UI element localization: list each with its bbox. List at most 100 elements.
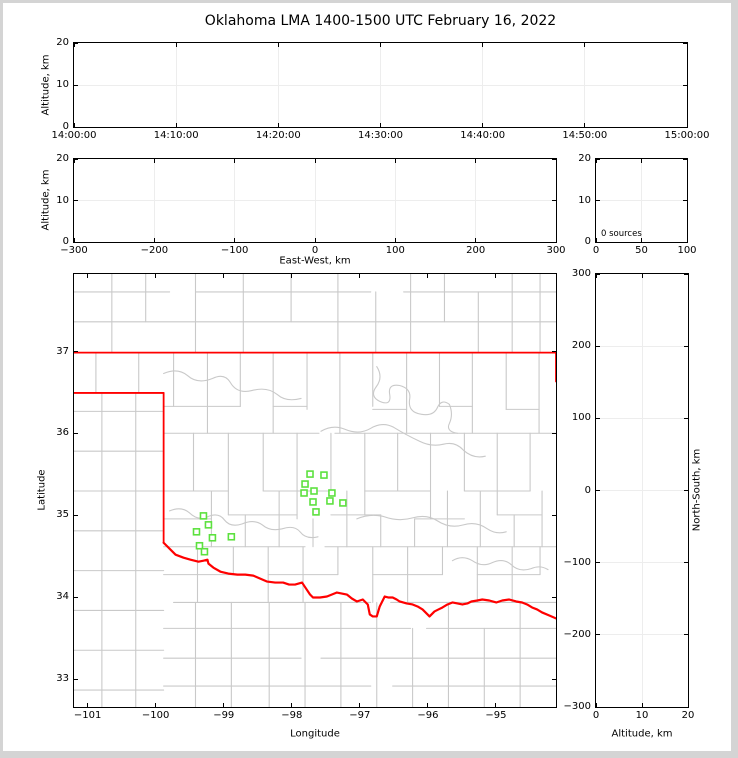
source-count-annotation: 0 sources	[601, 229, 642, 239]
x-tick-label: −96	[417, 710, 439, 721]
tick-mark	[74, 42, 78, 44]
lma-station-marker	[310, 487, 318, 495]
tick-mark	[595, 159, 597, 163]
east-west-height-panel[interactable]: −300 −200 −100 0 100 200 300 20 10 0	[56, 153, 565, 256]
tick-mark	[684, 490, 688, 491]
x-tick-label: 10	[635, 710, 649, 721]
height-north-south-panel[interactable]: 0 10 20 300 200 100 0 −100 −200 −300	[564, 268, 695, 721]
tick-mark	[74, 158, 78, 160]
tick-mark	[596, 241, 600, 243]
window-frame-bottom	[0, 751, 738, 758]
tick-mark	[155, 703, 157, 707]
tick-mark	[359, 274, 361, 278]
lma-station-marker	[320, 471, 328, 479]
tick-mark	[596, 634, 600, 636]
ns-panel-ylabel: North-South, km	[691, 448, 703, 532]
lma-station-marker	[195, 541, 204, 550]
plan-view-map-panel[interactable]: −101 −100 −99 −98 −97 −96 −95 37 36 35 34 33	[56, 273, 557, 721]
tick-mark	[684, 345, 688, 347]
tick-mark	[73, 123, 75, 127]
tick-mark	[475, 238, 477, 242]
tick-mark	[380, 123, 381, 127]
tick-mark	[552, 241, 556, 243]
tick-mark	[314, 159, 316, 163]
tick-mark	[683, 200, 687, 201]
tick-mark	[394, 238, 396, 242]
tick-mark	[555, 159, 557, 163]
tick-mark	[475, 159, 477, 163]
tick-mark	[87, 703, 89, 707]
tick-mark	[687, 703, 689, 707]
tick-mark	[684, 417, 688, 419]
tick-mark	[552, 596, 556, 598]
y-tick-label: 200	[571, 340, 591, 352]
x-tick-label: −100	[220, 245, 249, 256]
tick-mark	[394, 159, 396, 163]
tick-mark	[686, 43, 688, 47]
oklahoma-map	[74, 274, 556, 707]
tick-mark	[314, 238, 316, 242]
x-tick-label: 100	[385, 245, 405, 256]
tick-mark	[427, 274, 429, 278]
tick-mark	[482, 43, 484, 47]
lma-station-marker	[300, 489, 308, 497]
tick-mark	[595, 238, 597, 242]
x-tick-label: −97	[349, 710, 371, 721]
tick-mark	[153, 159, 155, 163]
tick-mark	[552, 351, 556, 353]
tick-mark	[552, 200, 556, 201]
x-tick-label: 100	[677, 245, 697, 256]
gridline	[596, 634, 688, 636]
y-tick-label: 20	[578, 153, 591, 164]
tick-mark	[74, 432, 78, 434]
window-frame-right	[731, 0, 738, 758]
tick-mark	[175, 123, 177, 127]
lma-station-marker	[204, 521, 213, 529]
tick-mark	[87, 274, 89, 278]
tick-mark	[153, 238, 155, 242]
lma-station-marker	[326, 497, 334, 505]
gridline	[596, 345, 688, 347]
tick-mark	[683, 126, 687, 128]
tick-mark	[552, 514, 556, 516]
tick-mark	[74, 241, 78, 243]
lma-station-marker	[312, 508, 320, 516]
lma-station-marker	[328, 489, 336, 497]
tick-mark	[359, 703, 361, 707]
tick-mark	[73, 159, 75, 163]
tick-mark	[683, 241, 687, 243]
tick-mark	[596, 490, 600, 491]
x-tick-label: 14:40:00	[460, 130, 506, 141]
altitude-histogram-panel[interactable]: 0 50 100 20 10 0 0 sources	[578, 153, 696, 256]
tick-mark	[74, 596, 78, 598]
x-tick-label: 50	[635, 245, 648, 256]
y-tick-label: 20	[56, 153, 69, 164]
tick-mark	[596, 345, 600, 347]
tick-mark	[683, 84, 687, 86]
time-height-panel[interactable]: 14:00:00 14:10:00 14:20:00 14:30:00 14:40:00…	[52, 37, 710, 141]
tick-mark	[595, 703, 597, 707]
tick-mark	[687, 274, 689, 278]
map-ylabel: Latitude	[36, 469, 48, 511]
tick-mark	[223, 274, 225, 278]
x-tick-label: 14:30:00	[358, 130, 403, 141]
gridline	[74, 84, 687, 86]
lma-station-marker	[339, 499, 347, 507]
y-tick-label: −300	[563, 701, 591, 712]
y-tick-label: 10	[56, 79, 69, 90]
tick-mark	[552, 678, 556, 680]
tick-mark	[552, 158, 556, 160]
tick-mark	[641, 159, 642, 163]
tick-mark	[74, 514, 78, 516]
tick-mark	[74, 678, 78, 680]
county-boundary	[320, 424, 486, 458]
x-tick-label: 14:00:00	[51, 130, 97, 141]
x-tick-label: 0	[311, 245, 319, 256]
red-river-border	[162, 541, 556, 620]
tick-mark	[175, 43, 177, 47]
ew-panel-ylabel: Altitude, km	[40, 169, 52, 231]
time-panel-ylabel: Altitude, km	[40, 54, 52, 116]
y-tick-label: 35	[56, 509, 69, 521]
y-tick-label: 37	[56, 345, 69, 357]
